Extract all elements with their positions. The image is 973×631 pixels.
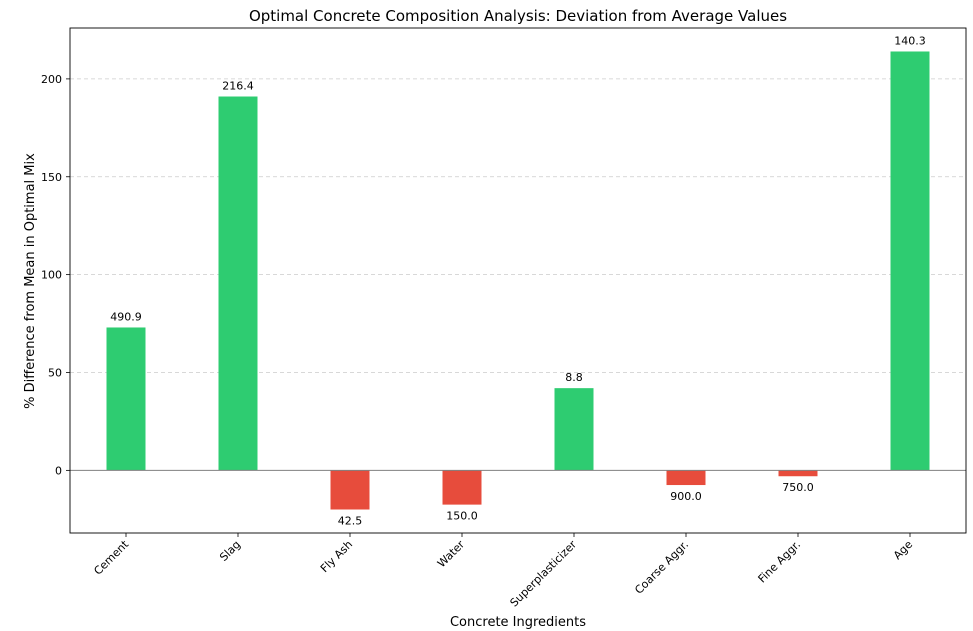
x-tick-label: Fine Aggr. bbox=[756, 538, 804, 586]
x-tick-label: Superplasticizer bbox=[508, 538, 580, 610]
data-label: 750.0 bbox=[782, 481, 814, 494]
data-label: 8.8 bbox=[565, 371, 583, 384]
chart-title: Optimal Concrete Composition Analysis: D… bbox=[249, 7, 787, 25]
x-tick-label: Water bbox=[435, 538, 468, 571]
bar-age bbox=[890, 51, 930, 471]
bar-coarse-aggr bbox=[666, 470, 706, 486]
y-axis-label: % Difference from Mean in Optimal Mix bbox=[23, 153, 38, 409]
x-tick-label: Fly Ash bbox=[318, 538, 355, 575]
data-label: 216.4 bbox=[222, 80, 254, 93]
x-tick-label: Coarse Aggr. bbox=[632, 538, 691, 597]
bar-water bbox=[442, 470, 482, 505]
x-tick-label: Slag bbox=[217, 538, 243, 564]
bar-fine-aggr bbox=[778, 470, 818, 477]
y-tick-label: 50 bbox=[48, 366, 62, 379]
bar-fly-ash bbox=[330, 470, 370, 510]
grid bbox=[70, 78, 966, 373]
plot-frame bbox=[69, 27, 967, 534]
y-tick-label: 150 bbox=[41, 171, 62, 184]
bar-slag bbox=[218, 96, 258, 471]
bar-superplasticizer bbox=[554, 388, 594, 471]
data-label: 140.3 bbox=[894, 34, 926, 47]
y-tick-label: 0 bbox=[55, 464, 62, 477]
data-label: 150.0 bbox=[446, 510, 478, 523]
data-label: 900.0 bbox=[670, 490, 702, 503]
x-axis-label: Concrete Ingredients bbox=[450, 615, 586, 630]
x-tick-label: Age bbox=[891, 538, 915, 562]
data-label: 490.9 bbox=[110, 310, 142, 323]
y-axis: 0 50 100 150 200 bbox=[41, 73, 70, 477]
bar-cement bbox=[106, 327, 146, 471]
x-tick-label: Cement bbox=[91, 537, 131, 577]
x-axis: Cement Slag Fly Ash Water Superplasticizer Co… bbox=[91, 533, 915, 610]
data-label: 42.5 bbox=[338, 515, 363, 528]
y-tick-label: 200 bbox=[41, 73, 62, 86]
y-tick-label: 100 bbox=[41, 269, 62, 282]
bars bbox=[106, 51, 930, 510]
data-labels: 490.9 216.4 42.5 150.0 8.8 900.0 750.0 140.3 bbox=[110, 34, 926, 527]
